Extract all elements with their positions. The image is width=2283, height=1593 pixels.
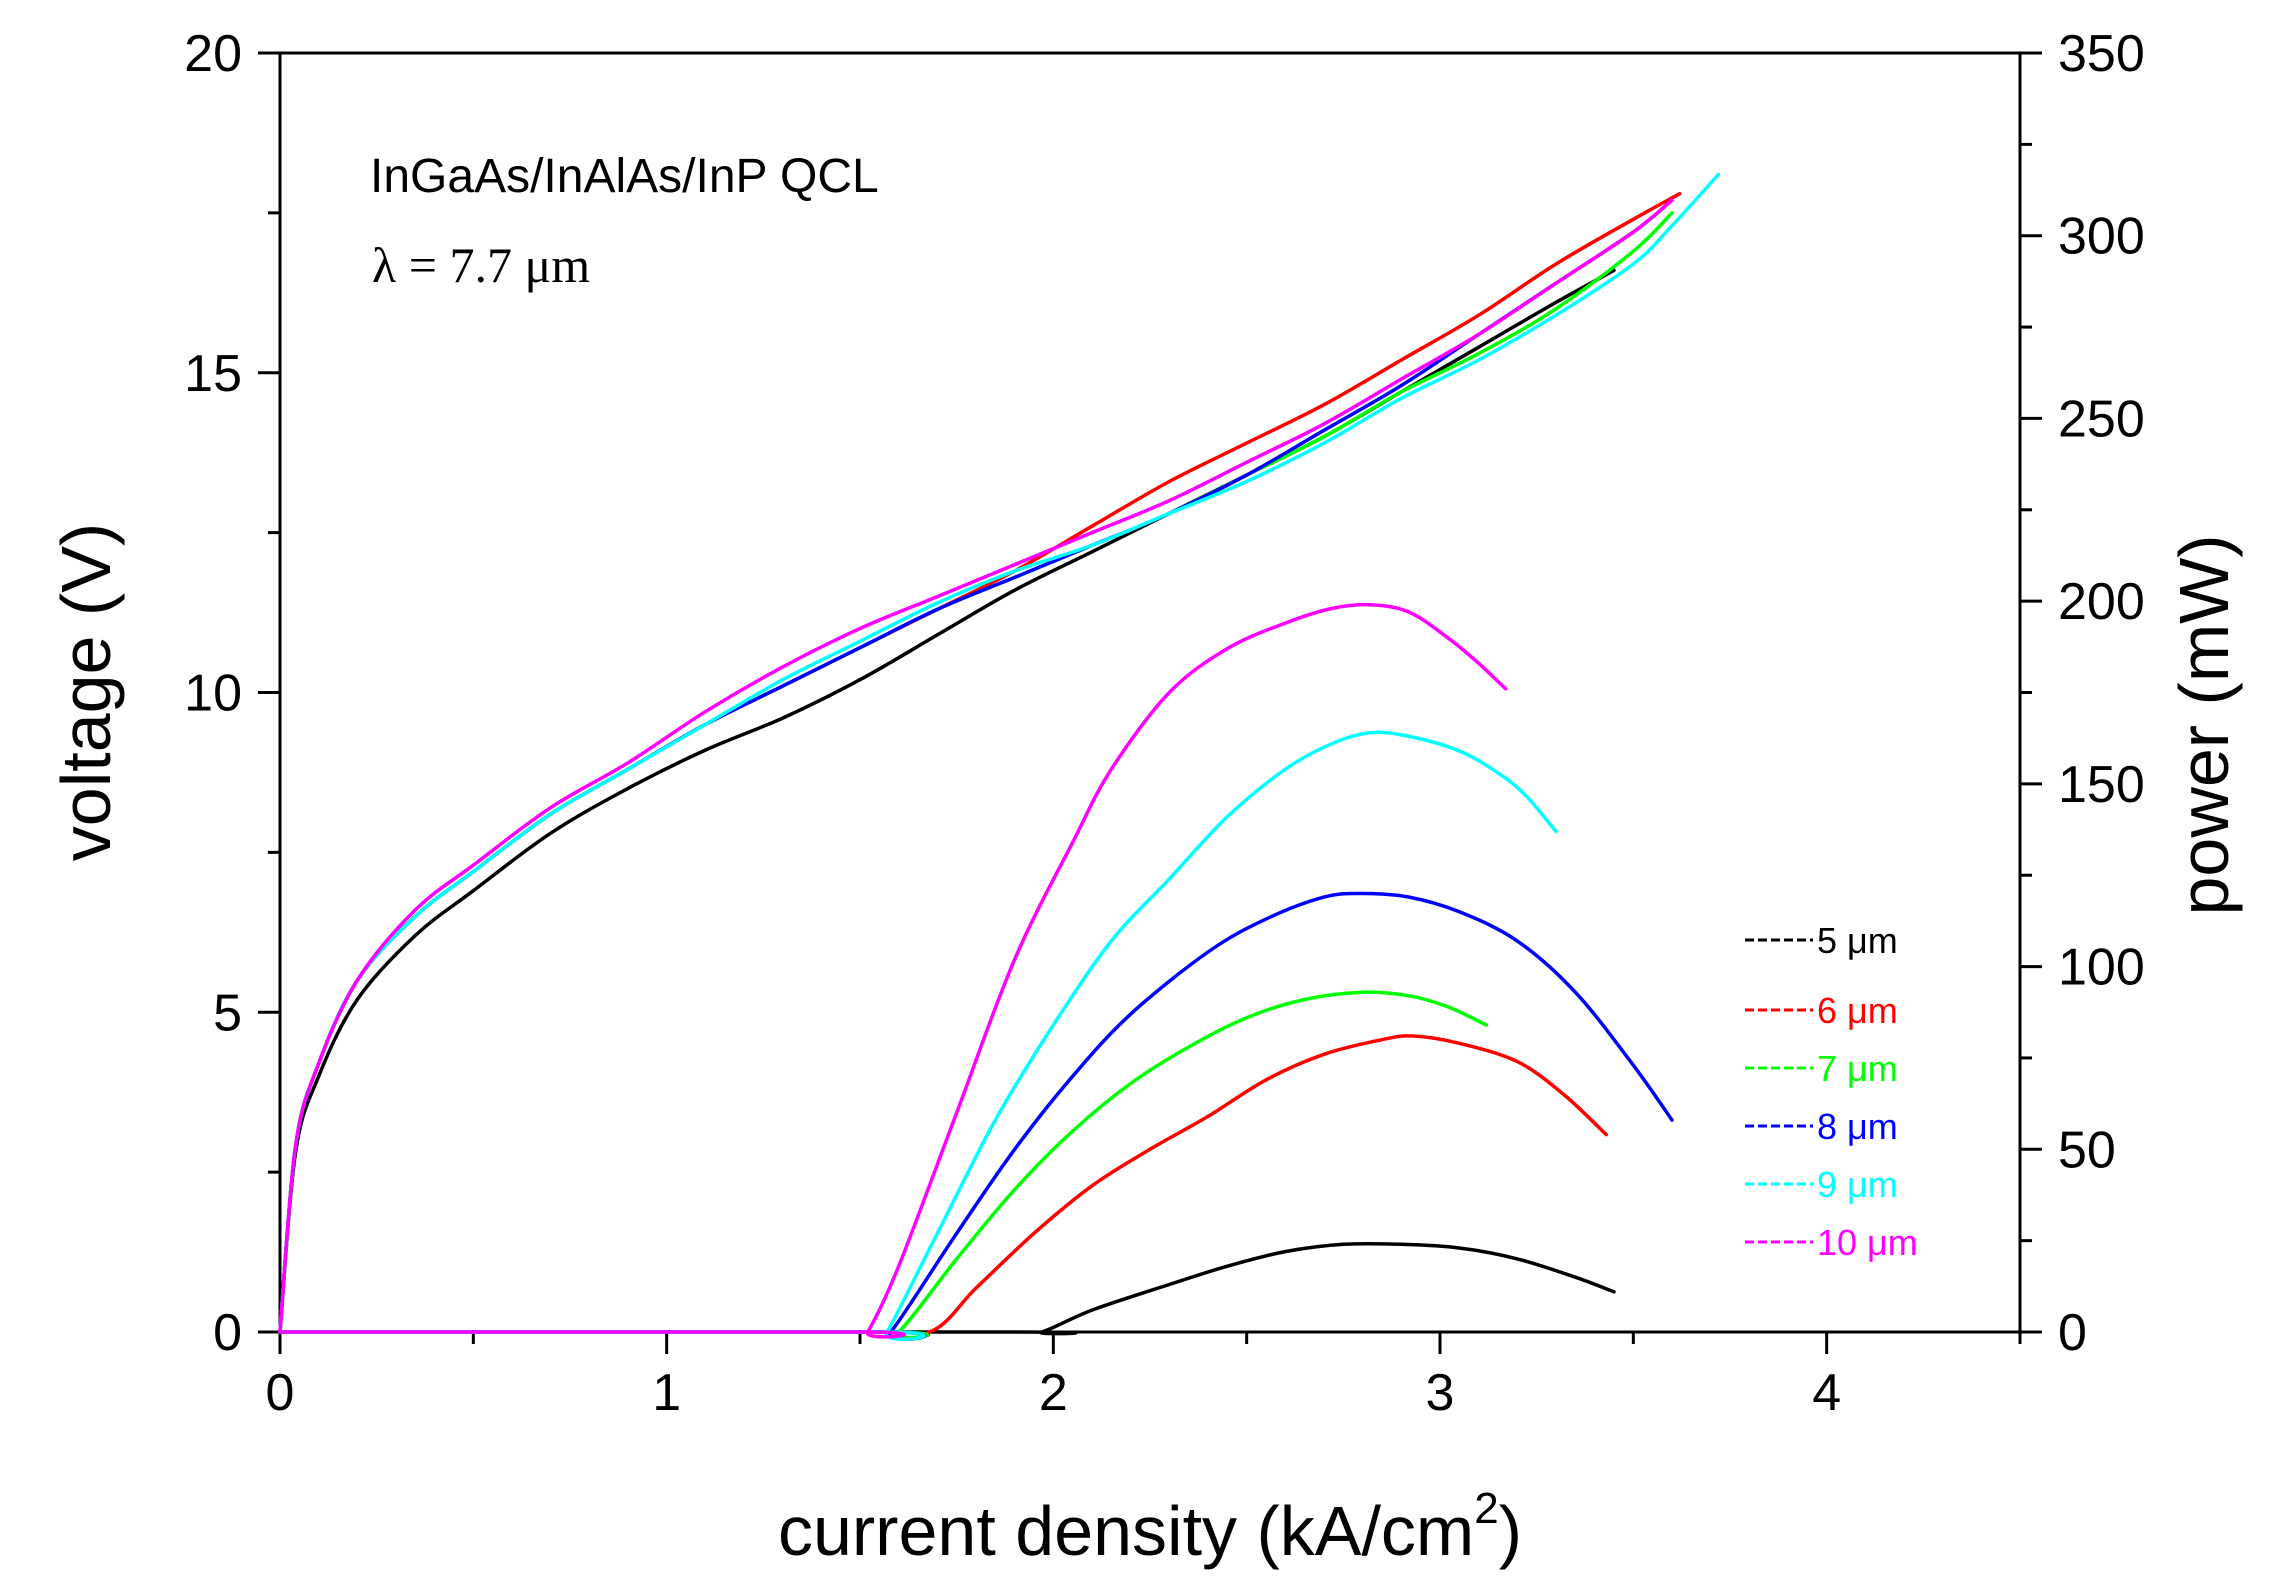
y-left-tick-label: 10 <box>184 665 242 723</box>
series-power-9um <box>278 730 1558 1342</box>
annotation-wavelength: λ = 7.7 μm <box>372 237 590 293</box>
series-power-10um <box>278 602 1508 1339</box>
y-right-tick-label: 100 <box>2058 939 2145 997</box>
y-axis-title-right: power (mW) <box>2165 534 2243 915</box>
series-voltage-8um <box>278 198 1674 1334</box>
legend-label: 10 μm <box>1817 1222 1918 1263</box>
x-axis-title-close: ) <box>1499 1492 1522 1570</box>
annotation-material: InGaAs/InAlAs/InP QCL <box>370 150 879 203</box>
legend-label: 7 μm <box>1817 1048 1898 1089</box>
y-left-tick-label: 0 <box>213 1304 242 1362</box>
y-left-tick-label: 5 <box>213 984 242 1042</box>
y-right-tick-label: 350 <box>2058 25 2145 83</box>
y-right-tick-label: 0 <box>2058 1304 2087 1362</box>
y-right-tick-label: 200 <box>2058 573 2145 631</box>
series-power-6um <box>278 1034 1609 1337</box>
series-voltage-7um <box>278 211 1674 1334</box>
legend-label: 6 μm <box>1817 990 1898 1031</box>
y-right-tick-label: 250 <box>2058 390 2145 448</box>
series-voltage-9um <box>278 172 1721 1334</box>
x-axis-title-superscript: 2 <box>1474 1484 1498 1533</box>
legend-label: 5 μm <box>1817 920 1898 961</box>
series-power-8um <box>278 891 1674 1342</box>
y-right-tick-label: 50 <box>2058 1121 2116 1179</box>
x-tick-label: 2 <box>1039 1364 1068 1422</box>
y-right-tick-label: 150 <box>2058 756 2145 814</box>
y-left-tick-label: 20 <box>184 25 242 83</box>
x-tick-label: 3 <box>1426 1364 1455 1422</box>
series-power-7um <box>278 990 1489 1340</box>
series-power-5um <box>278 1241 1616 1336</box>
legend-label: 8 μm <box>1817 1106 1898 1147</box>
x-tick-label: 0 <box>266 1364 295 1422</box>
x-axis-title: current density (kA/cm2) <box>778 1484 1522 1570</box>
series-voltage-10um <box>278 198 1674 1334</box>
legend-label: 9 μm <box>1817 1164 1898 1205</box>
y-left-tick-label: 15 <box>184 345 242 403</box>
x-tick-label: 4 <box>1812 1364 1841 1422</box>
y-axis-title-left: voltage (V) <box>47 523 125 861</box>
legend: 5 μm 6 μm 7 μm 8 μm 9 μm 10 μm <box>1745 920 1918 1263</box>
series-voltage-5um <box>278 268 1616 1334</box>
x-tick-label: 1 <box>652 1364 681 1422</box>
x-axis-title-main: current density (kA/cm <box>778 1492 1474 1570</box>
y-right-tick-label: 300 <box>2058 208 2145 266</box>
